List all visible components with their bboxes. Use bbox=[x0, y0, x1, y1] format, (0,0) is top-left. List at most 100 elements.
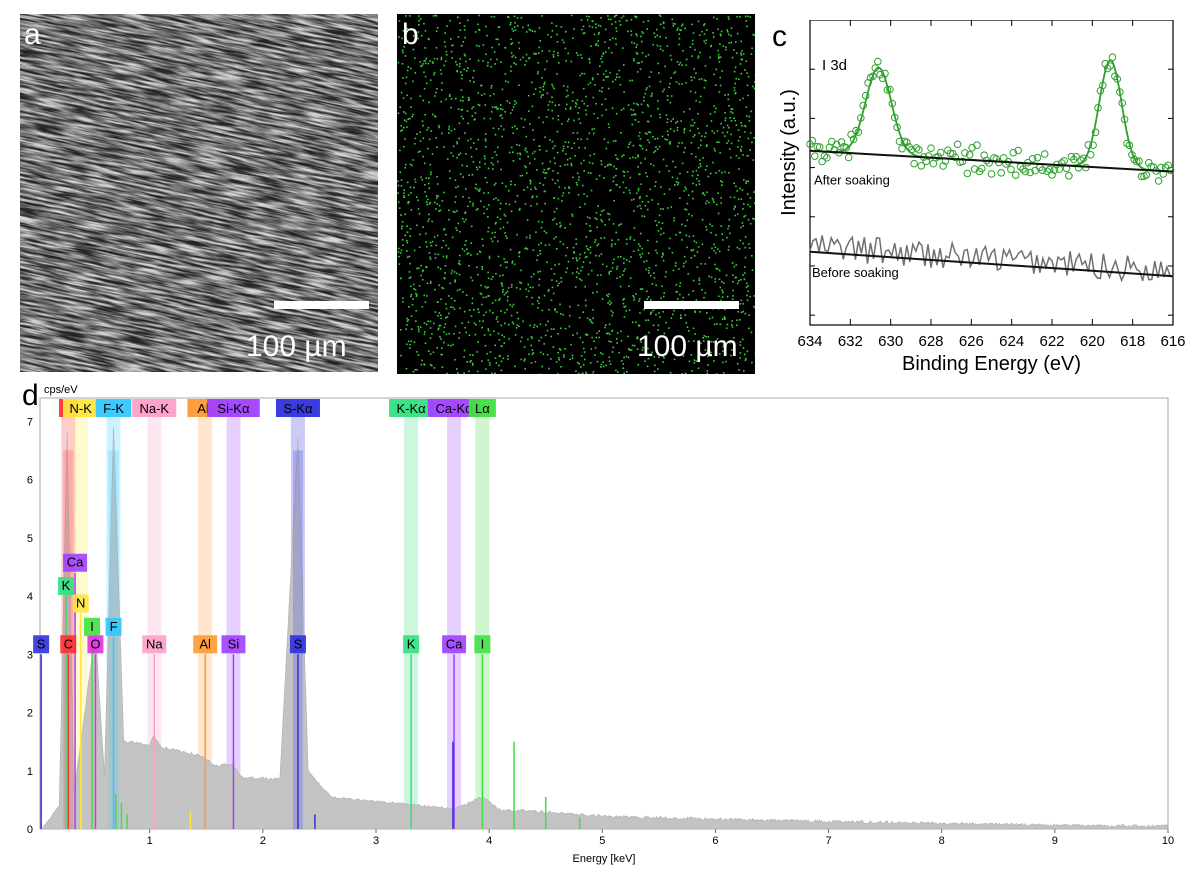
map-dot bbox=[433, 322, 435, 325]
map-dot bbox=[713, 105, 715, 107]
map-dot bbox=[485, 25, 487, 28]
map-dot bbox=[542, 121, 545, 124]
map-dot bbox=[586, 255, 588, 258]
map-dot bbox=[404, 138, 406, 140]
map-dot bbox=[733, 265, 736, 268]
map-dot bbox=[524, 203, 527, 205]
map-dot bbox=[728, 225, 730, 227]
map-dot bbox=[556, 223, 558, 225]
xps-after-point bbox=[970, 165, 979, 173]
map-dot bbox=[737, 129, 740, 131]
map-dot bbox=[620, 255, 622, 258]
map-dot bbox=[622, 181, 625, 184]
map-dot bbox=[721, 70, 723, 72]
map-dot bbox=[429, 282, 432, 284]
map-dot bbox=[635, 321, 637, 323]
map-dot bbox=[543, 190, 546, 193]
map-dot bbox=[666, 45, 669, 47]
map-dot bbox=[419, 95, 422, 97]
map-dot bbox=[545, 150, 548, 152]
map-dot bbox=[465, 60, 467, 63]
map-dot bbox=[727, 31, 729, 33]
map-dot bbox=[459, 29, 462, 31]
map-dot bbox=[629, 141, 632, 144]
xps-after-point bbox=[1007, 165, 1015, 174]
map-dot bbox=[678, 33, 681, 35]
map-dot bbox=[646, 120, 649, 123]
map-dot bbox=[608, 273, 610, 275]
map-dot bbox=[475, 183, 477, 186]
map-dot bbox=[516, 128, 518, 130]
map-dot bbox=[552, 292, 555, 295]
map-dot bbox=[742, 154, 744, 156]
map-dot bbox=[667, 134, 669, 136]
map-dot bbox=[488, 257, 491, 260]
map-dot bbox=[704, 135, 706, 138]
map-dot bbox=[698, 132, 700, 135]
map-dot bbox=[555, 248, 558, 250]
edx-marker-label-box bbox=[58, 577, 75, 596]
map-dot bbox=[550, 299, 553, 301]
map-dot bbox=[467, 19, 469, 21]
map-dot bbox=[623, 64, 625, 66]
map-dot bbox=[640, 341, 642, 343]
map-dot bbox=[418, 213, 421, 215]
map-dot bbox=[579, 54, 582, 56]
map-dot bbox=[702, 157, 704, 159]
map-dot bbox=[427, 198, 429, 201]
map-dot bbox=[733, 49, 735, 51]
map-dot bbox=[699, 144, 702, 147]
map-dot bbox=[560, 366, 562, 368]
map-dot bbox=[541, 15, 543, 17]
map-dot bbox=[479, 292, 482, 295]
map-dot bbox=[590, 229, 592, 232]
xps-x-tick-label: 632 bbox=[838, 333, 863, 350]
map-dot bbox=[648, 76, 651, 78]
map-dot bbox=[433, 73, 435, 76]
map-dot bbox=[440, 56, 443, 59]
map-dot bbox=[608, 323, 611, 326]
map-dot bbox=[589, 81, 592, 84]
map-dot bbox=[604, 41, 606, 43]
map-dot bbox=[459, 152, 462, 155]
map-dot bbox=[531, 152, 534, 155]
map-dot bbox=[516, 233, 518, 236]
map-dot bbox=[542, 353, 545, 355]
map-dot bbox=[508, 203, 511, 206]
map-dot bbox=[730, 354, 732, 357]
map-dot bbox=[748, 243, 750, 245]
map-dot bbox=[481, 268, 484, 270]
map-dot bbox=[428, 187, 431, 189]
map-dot bbox=[747, 180, 749, 183]
map-dot bbox=[610, 302, 613, 304]
map-dot bbox=[493, 51, 496, 53]
map-dot bbox=[616, 265, 619, 268]
map-dot bbox=[611, 267, 614, 269]
map-dot bbox=[683, 131, 685, 134]
map-dot bbox=[716, 130, 719, 132]
map-dot bbox=[558, 61, 560, 64]
map-dot bbox=[491, 46, 493, 49]
map-dot bbox=[579, 336, 582, 339]
map-dot bbox=[448, 332, 450, 335]
map-dot bbox=[477, 308, 479, 310]
map-dot bbox=[414, 137, 417, 140]
map-dot bbox=[451, 57, 453, 59]
xps-x-tick-label: 624 bbox=[999, 333, 1024, 350]
map-dot bbox=[651, 199, 653, 201]
map-dot bbox=[608, 356, 611, 359]
map-dot bbox=[529, 237, 531, 239]
map-dot bbox=[462, 291, 464, 293]
map-dot bbox=[641, 349, 644, 351]
map-dot bbox=[575, 243, 578, 245]
map-dot bbox=[472, 106, 475, 108]
map-dot bbox=[519, 207, 521, 210]
map-dot bbox=[503, 336, 506, 338]
map-dot bbox=[401, 37, 403, 40]
map-dot bbox=[705, 202, 707, 205]
map-dot bbox=[469, 361, 471, 363]
map-dot bbox=[699, 311, 701, 313]
map-dot bbox=[554, 309, 556, 312]
map-dot bbox=[721, 280, 723, 283]
map-dot bbox=[536, 300, 539, 302]
